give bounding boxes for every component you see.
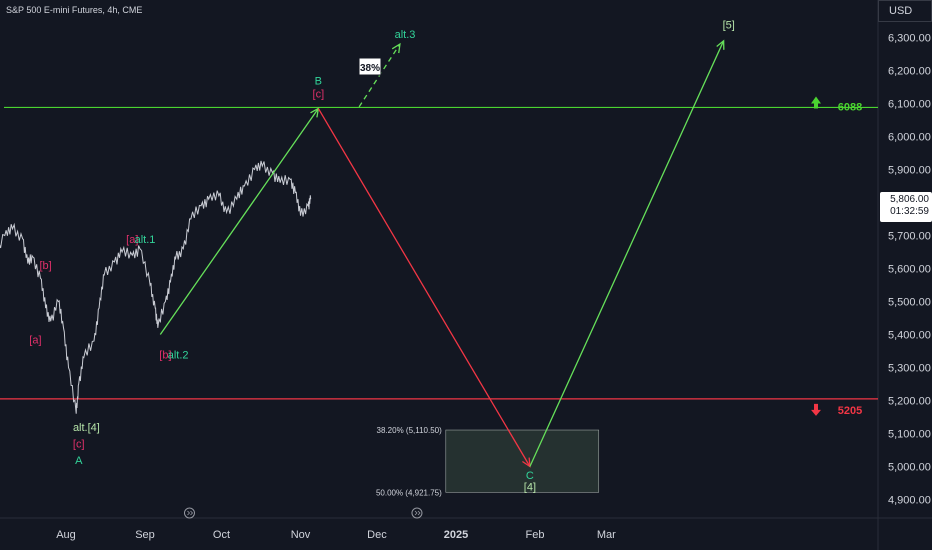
wave-label: alt.[4]: [73, 422, 100, 434]
x-tick-label: Oct: [213, 529, 230, 541]
x-tick-label: Dec: [367, 529, 387, 541]
y-tick-label: 5,300.00: [888, 363, 931, 375]
wave-label: A: [75, 455, 83, 467]
projection-down-arrow: [317, 108, 531, 467]
wave-label: [b]: [39, 260, 51, 272]
wave-label: [4]: [524, 481, 536, 493]
y-tick-label: 4,900.00: [888, 495, 931, 507]
y-tick-label: 5,500.00: [888, 297, 931, 309]
wave-label: [c]: [73, 438, 85, 450]
scroll-icon: [411, 507, 423, 519]
y-tick-label: 5,100.00: [888, 429, 931, 441]
y-tick-label: 5,700.00: [888, 231, 931, 243]
currency-label[interactable]: USD: [878, 0, 932, 22]
fib-top-label: 38.20% (5,110.50): [377, 426, 443, 435]
y-tick-label: 6,200.00: [888, 66, 931, 78]
wave-label: [c]: [313, 89, 325, 101]
support-label: 5205: [838, 405, 862, 417]
y-tick-label: 5,900.00: [888, 165, 931, 177]
scroll-icon: [183, 507, 195, 519]
wave-label: [a]: [29, 334, 41, 346]
wave-label: alt.1: [135, 234, 156, 246]
wave-label: alt.2: [168, 349, 189, 361]
y-tick-label: 6,300.00: [888, 33, 931, 45]
chevron-right-icon: [414, 510, 421, 516]
y-tick-label: 5,600.00: [888, 264, 931, 276]
projection-final-arrow: [529, 40, 725, 467]
x-tick-label: Feb: [526, 529, 545, 541]
alt3-dashed-arrow-head: [391, 42, 401, 54]
up-arrow-icon: [811, 96, 821, 109]
x-tick-label: Aug: [56, 529, 76, 541]
x-tick-label: Sep: [135, 529, 155, 541]
x-tick-label: 2025: [444, 529, 468, 541]
last-price: 5,806.00: [890, 194, 929, 205]
y-tick-label: 5,400.00: [888, 330, 931, 342]
percent-label: 38%: [360, 63, 380, 74]
wave-label: [5]: [723, 19, 735, 31]
wave-label: [a]: [126, 234, 138, 246]
projection-final-arrow-head: [716, 39, 725, 50]
y-tick-label: 5,000.00: [888, 462, 931, 474]
bar-countdown: 01:32:59: [890, 206, 929, 217]
fib-zone: [445, 429, 600, 493]
y-tick-label: 6,000.00: [888, 132, 931, 144]
percent-box: [358, 57, 382, 76]
y-tick-label: 5,200.00: [888, 396, 931, 408]
wave-label: B: [315, 75, 322, 87]
chevron-right-icon: [187, 510, 194, 516]
x-tick-label: Nov: [291, 529, 311, 541]
resistance-label: 6088: [838, 101, 862, 113]
wave-label: [b]: [159, 349, 171, 361]
x-tick-label: Mar: [597, 529, 616, 541]
y-tick-label: 6,100.00: [888, 99, 931, 111]
price-line: [0, 160, 312, 414]
wave-label: C: [526, 470, 534, 482]
down-arrow-icon: [811, 403, 821, 416]
chart-title: S&P 500 E-mini Futures, 4h, CME: [6, 5, 143, 15]
projection-up-arrow: [159, 108, 319, 335]
wave-label: alt.3: [395, 29, 416, 41]
fib-bottom-label: 50.00% (4,921.75): [376, 488, 442, 497]
last-price-badge: 5,806.00 01:32:59: [880, 192, 932, 222]
